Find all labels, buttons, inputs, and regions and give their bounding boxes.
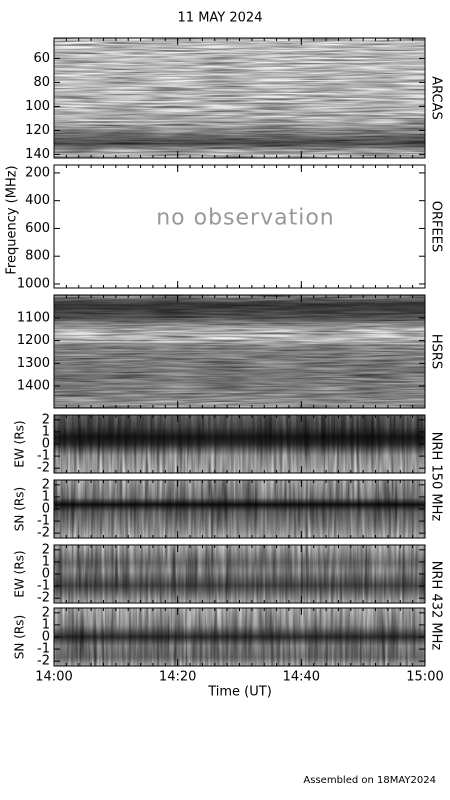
y-axis-label: Frequency (MHz) xyxy=(5,165,20,274)
y-tick-label: 2 xyxy=(42,412,50,427)
y-tick-label: 0 xyxy=(42,502,50,517)
instrument-label: NRH 150 MHz xyxy=(429,432,444,522)
y-tick-label: 1 xyxy=(42,424,50,439)
y-tick-label: 1100 xyxy=(17,310,50,325)
y-tick-label: 140 xyxy=(25,147,50,162)
y-tick-label: 2 xyxy=(42,477,50,492)
y-tick-label: 60 xyxy=(33,51,50,66)
y-axis-label: EW (Rs) xyxy=(13,550,27,597)
y-tick-label: -1 xyxy=(37,642,50,657)
instrument-label: HSRS xyxy=(429,334,444,369)
x-tick-label: 14:40 xyxy=(283,670,320,685)
spectrogram-texture xyxy=(54,295,425,408)
x-tick-label: 14:20 xyxy=(159,670,196,685)
chart-title: 11 MAY 2024 xyxy=(178,11,263,26)
y-tick-label: -2 xyxy=(37,461,50,476)
footer: Assembled on 18MAY2024 xyxy=(303,775,436,786)
y-tick-label: 200 xyxy=(25,165,50,180)
y-tick-label: 2 xyxy=(42,542,50,557)
y-tick-label: 600 xyxy=(25,221,50,236)
y-tick-label: -2 xyxy=(37,654,50,669)
annotation: no observation xyxy=(156,206,335,231)
spectrogram-texture xyxy=(54,608,425,666)
x-tick-label: 14:00 xyxy=(35,670,72,685)
y-tick-label: 800 xyxy=(25,249,50,264)
instrument-label: ARCAS xyxy=(429,76,444,120)
y-tick-label: -1 xyxy=(37,449,50,464)
y-axis-label: SN (Rs) xyxy=(13,615,27,659)
y-tick-label: 0 xyxy=(42,567,50,582)
y-tick-label: 1 xyxy=(42,489,50,504)
y-tick-label: 100 xyxy=(25,99,50,114)
y-tick-label: 400 xyxy=(25,193,50,208)
y-tick-label: 1200 xyxy=(17,333,50,348)
y-tick-label: -1 xyxy=(37,514,50,529)
y-axis-label: SN (Rs) xyxy=(13,487,27,531)
y-tick-label: 1 xyxy=(42,617,50,632)
instrument-label: NRH 432 MHz xyxy=(429,561,444,651)
x-axis-label: Time (UT) xyxy=(207,685,272,700)
spectrogram-texture xyxy=(54,38,425,158)
y-tick-label: -1 xyxy=(37,579,50,594)
spectrogram-image xyxy=(54,165,425,288)
y-tick-label: 1 xyxy=(42,554,50,569)
y-tick-label: 2 xyxy=(42,605,50,620)
y-tick-label: -2 xyxy=(37,526,50,541)
y-tick-label: 0 xyxy=(42,437,50,452)
y-tick-label: 0 xyxy=(42,630,50,645)
y-axis-label: EW (Rs) xyxy=(13,420,27,467)
y-tick-label: 1000 xyxy=(17,276,50,291)
spectrogram-texture xyxy=(54,545,425,603)
y-tick-label: -2 xyxy=(37,591,50,606)
y-tick-label: 1300 xyxy=(17,356,50,371)
y-tick-label: 80 xyxy=(33,75,50,90)
y-tick-label: 1400 xyxy=(17,378,50,393)
x-tick-label: 15:00 xyxy=(406,670,443,685)
y-tick-label: 120 xyxy=(25,123,50,138)
instrument-label: ORFEES xyxy=(429,201,444,252)
spectrogram-texture xyxy=(54,480,425,538)
spectrogram-texture xyxy=(54,415,425,473)
